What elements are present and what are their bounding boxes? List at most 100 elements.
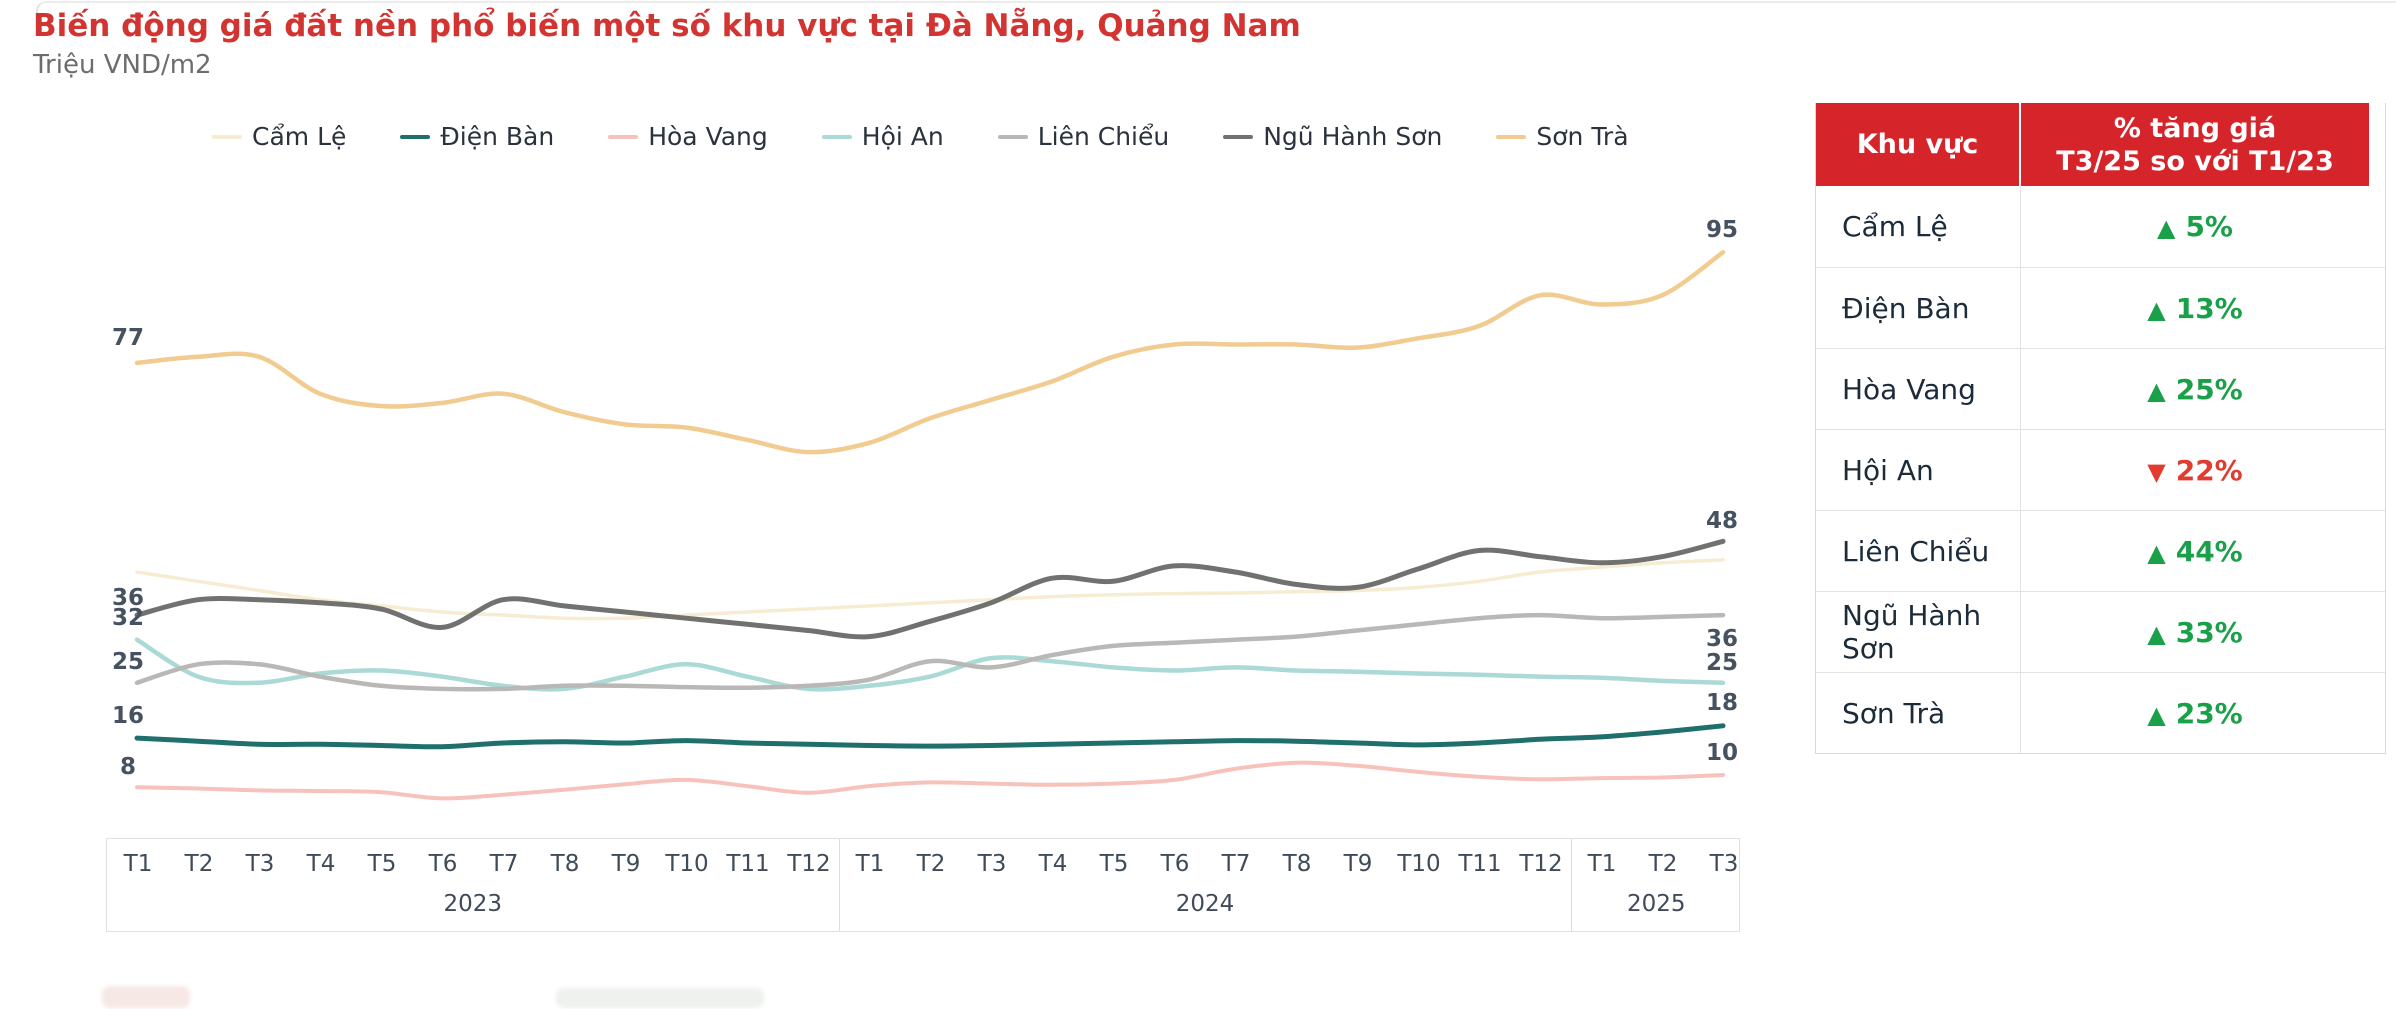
x-axis: T1 T2 T3 T4 T5 T6 T7 T8 T9 T10 T11 T12 2023 T1 T2 T3 T4 T… xyxy=(106,838,1740,932)
end-value--ien-ban: 18 xyxy=(1705,689,1738,716)
table-row-ngu-hanh-son: Ngũ Hành Sơn ▲ 33% xyxy=(1816,591,2385,672)
arrow-up-icon: ▲ xyxy=(2147,376,2166,405)
percent-value: 23% xyxy=(2175,696,2243,730)
legend-swatch-icon xyxy=(1223,134,1254,139)
legend-item-lien-chieu: Liên Chiểu xyxy=(997,122,1170,151)
percent-value: 13% xyxy=(2175,291,2243,325)
table-header-area: Khu vực xyxy=(1816,103,2021,186)
axis-tick-t1-2023: T1 xyxy=(123,851,153,877)
start-value-ngu-hanh-son: 36 xyxy=(111,585,144,612)
percent-value: 44% xyxy=(2175,534,2243,568)
axis-tick-t1-2024: T1 xyxy=(855,851,885,877)
cell-area-name: Điện Bàn xyxy=(1816,268,2021,348)
legend-label: Hội An xyxy=(861,122,944,151)
cell-price-change: ▲ 23% xyxy=(2021,697,2369,730)
axis-tick-t8-2024: T8 xyxy=(1282,851,1312,877)
legend-item--ien-ban: Điện Bàn xyxy=(400,122,554,151)
legend-label: Điện Bàn xyxy=(440,122,555,151)
table-row--ien-ban: Điện Bàn ▲ 13% xyxy=(1816,267,2385,348)
legend-swatch-icon xyxy=(608,134,639,139)
axis-year-label-2025: 2025 xyxy=(1626,891,1686,917)
axis-tick-t11-2023: T11 xyxy=(726,851,770,877)
end-value-ngu-hanh-son: 48 xyxy=(1705,508,1738,535)
cell-area-name: Sơn Trà xyxy=(1816,673,2021,753)
table-header-row: Khu vực % tăng giá T3/25 so với T1/23 xyxy=(1816,103,2385,186)
axis-tick-t2-2025: T2 xyxy=(1648,851,1678,877)
cell-price-change: ▼ 22% xyxy=(2021,454,2369,487)
axis-year-label-2024: 2024 xyxy=(1175,891,1235,917)
axis-tick-t3-2023: T3 xyxy=(245,851,275,877)
axis-tick-t12-2024: T12 xyxy=(1519,851,1563,877)
table-header-change-line1: % tăng giá xyxy=(2113,112,2277,144)
arrow-up-icon: ▲ xyxy=(2147,295,2166,324)
cell-area-name: Cẩm Lệ xyxy=(1816,186,2021,267)
axis-tick-t3-2024: T3 xyxy=(977,851,1007,877)
cell-price-change: ▲ 25% xyxy=(2021,373,2369,406)
axis-year-group-2025: T1 T2 T3 2025 xyxy=(1572,839,1742,931)
axis-tick-t9-2024: T9 xyxy=(1343,851,1373,877)
table-header-change-line2: T3/25 so với T1/23 xyxy=(2056,145,2334,177)
axis-year-group-2023: T1 T2 T3 T4 T5 T6 T7 T8 T9 T10 T11 T12 2023 xyxy=(107,839,840,931)
legend-label: Hòa Vang xyxy=(648,122,768,151)
legend-label: Sơn Trà xyxy=(1536,122,1629,151)
legend-swatch-icon xyxy=(212,134,242,139)
percent-value: 33% xyxy=(2175,615,2243,649)
axis-tick-t6-2023: T6 xyxy=(428,851,458,877)
legend-swatch-icon xyxy=(821,134,852,139)
axis-tick-t7-2023: T7 xyxy=(489,851,519,877)
percent-value: 22% xyxy=(2175,453,2243,487)
percent-value: 5% xyxy=(2185,210,2233,243)
percent-value: 25% xyxy=(2175,372,2243,406)
legend-item-ngu-hanh-son: Ngũ Hành Sơn xyxy=(1223,122,1442,151)
arrow-up-icon: ▲ xyxy=(2156,214,2176,242)
table-body: Cẩm Lệ ▲ 5% Điện Bàn ▲ 13% Hòa Vang ▲ 25% Hội An ▼… xyxy=(1816,186,2385,753)
start-value-son-tra: 77 xyxy=(111,324,144,351)
axis-tick-t6-2024: T6 xyxy=(1160,851,1190,877)
start-value-lien-chieu: 25 xyxy=(111,648,144,675)
chart-unit-label: Triệu VND/m2 xyxy=(33,50,212,80)
end-value-hoi-an: 25 xyxy=(1705,649,1738,676)
summary-table: Khu vực % tăng giá T3/25 so với T1/23 Cẩ… xyxy=(1815,103,2386,754)
start-value-hoa-vang: 8 xyxy=(119,754,136,781)
legend-item-cam-le: Cẩm Lệ xyxy=(212,122,346,151)
arrow-up-icon: ▲ xyxy=(2147,538,2166,567)
table-row-cam-le: Cẩm Lệ ▲ 5% xyxy=(1816,186,2385,267)
axis-tick-t11-2024: T11 xyxy=(1458,851,1502,877)
line--ien-ban xyxy=(134,723,1726,750)
legend-item-hoi-an: Hội An xyxy=(821,122,944,151)
cell-area-name: Ngũ Hành Sơn xyxy=(1816,592,2021,672)
line-lien-chieu xyxy=(134,612,1726,692)
watermark xyxy=(102,986,190,1008)
table-row-lien-chieu: Liên Chiểu ▲ 44% xyxy=(1816,510,2385,591)
axis-tick-t4-2023: T4 xyxy=(306,851,336,877)
axis-tick-t9-2023: T9 xyxy=(611,851,641,877)
table-header-area-label: Khu vực xyxy=(1856,129,1979,160)
axis-tick-t2-2023: T2 xyxy=(184,851,214,877)
table-row-son-tra: Sơn Trà ▲ 23% xyxy=(1816,672,2385,753)
page-title: Biến động giá đất nền phổ biến một số kh… xyxy=(33,8,1301,44)
table-row-hoi-an: Hội An ▼ 22% xyxy=(1816,429,2385,510)
legend-label: Cẩm Lệ xyxy=(252,122,347,151)
end-value-hoa-vang: 10 xyxy=(1705,740,1738,766)
axis-tick-t5-2024: T5 xyxy=(1099,851,1129,877)
end-value-lien-chieu: 36 xyxy=(1705,626,1738,653)
axis-tick-t3-2025: T3 xyxy=(1709,851,1739,877)
legend-swatch-icon xyxy=(997,134,1028,139)
watermark xyxy=(556,988,764,1008)
axis-tick-t2-2024: T2 xyxy=(916,851,946,877)
start-value--ien-ban: 16 xyxy=(111,703,144,730)
legend-item-son-tra: Sơn Trà xyxy=(1496,122,1629,151)
cell-area-name: Liên Chiểu xyxy=(1816,511,2021,591)
arrow-up-icon: ▲ xyxy=(2147,619,2166,648)
cell-price-change: ▲ 13% xyxy=(2021,292,2369,325)
axis-tick-t10-2023: T10 xyxy=(665,851,709,877)
legend-item-hoa-vang: Hòa Vang xyxy=(608,122,768,151)
line-cam-le xyxy=(135,558,1725,621)
line-hoa-vang xyxy=(135,760,1725,801)
cell-area-name: Hội An xyxy=(1816,430,2021,510)
start-value-hoi-an: 32 xyxy=(111,604,144,631)
legend-label: Liên Chiểu xyxy=(1037,122,1170,151)
end-value-son-tra: 95 xyxy=(1705,217,1738,244)
cell-price-change: ▲ 5% xyxy=(2021,210,2369,243)
